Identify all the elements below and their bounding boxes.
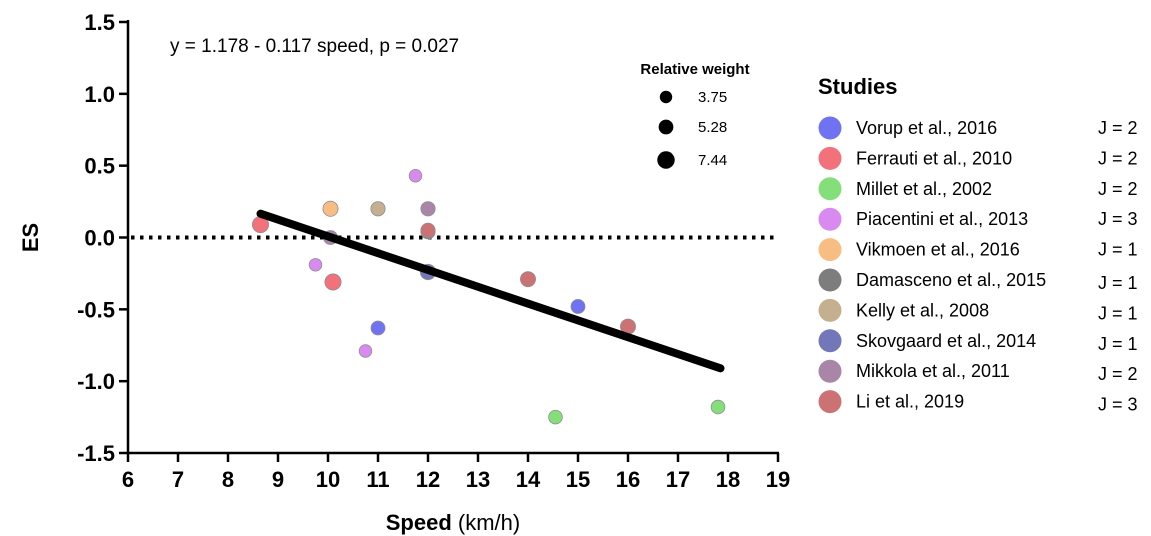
regression-line (256, 209, 725, 373)
legend-marker (818, 390, 842, 414)
data-point (370, 320, 386, 336)
legend-title: Studies (818, 74, 897, 99)
data-point (322, 200, 339, 217)
size-legend-label: 5.28 (698, 119, 727, 136)
size-legend-marker (657, 151, 675, 169)
legend-label: Skovgaard et al., 2014 (856, 331, 1036, 351)
legend-j-count: J = 1 (1098, 303, 1138, 323)
x-tick-label: 17 (666, 467, 690, 492)
legend-j-count: J = 3 (1098, 395, 1138, 415)
x-tick-label: 7 (172, 467, 184, 492)
data-point (548, 409, 563, 425)
legend-j-count: J = 2 (1098, 148, 1138, 168)
data-point (710, 399, 726, 415)
legend-label: Mikkola et al., 2011 (856, 361, 1010, 381)
x-axis-title: Speed (km/h) (386, 510, 520, 535)
legend-j-count: J = 1 (1098, 334, 1138, 354)
y-tick-label: -1.0 (77, 369, 115, 394)
legend-label: Piacentini et al., 2013 (856, 209, 1028, 229)
legend-j-count: J = 1 (1098, 273, 1138, 293)
y-axis-title: ES (18, 223, 43, 252)
size-legend-marker (658, 119, 674, 135)
size-legend-marker (659, 90, 673, 104)
y-tick-label: 1.5 (84, 10, 115, 35)
data-point (408, 169, 423, 183)
x-tick-label: 8 (222, 467, 234, 492)
data-point (358, 344, 373, 358)
legend-marker (818, 329, 842, 353)
y-tick-label: 1.0 (84, 82, 115, 107)
legend-j-count: J = 2 (1098, 179, 1138, 199)
data-point (520, 271, 536, 288)
x-tick-label: 12 (416, 467, 440, 492)
legend-j-count: J = 1 (1098, 240, 1138, 260)
legend-label: Damasceno et al., 2015 (856, 270, 1046, 290)
legend-marker (818, 207, 842, 231)
x-tick-label: 13 (466, 467, 490, 492)
legend-marker (818, 298, 842, 322)
regression-equation: y = 1.178 - 0.117 speed, p = 0.027 (170, 36, 459, 57)
size-legend-label: 3.75 (698, 89, 727, 106)
legend-marker (818, 359, 842, 383)
legend-marker (818, 177, 842, 201)
data-point (324, 273, 342, 291)
x-tick-label: 18 (716, 467, 740, 492)
x-axis-title-unit: (km/h) (452, 510, 520, 535)
size-legend-label: 7.44 (698, 152, 727, 169)
legend-label: Millet et al., 2002 (856, 179, 992, 199)
legend-j-count: J = 3 (1098, 209, 1138, 229)
x-axis-title-name: Speed (386, 510, 452, 535)
x-tick-label: 15 (566, 467, 590, 492)
legend-j-count: J = 2 (1098, 364, 1138, 384)
legend-label: Li et al., 2019 (856, 392, 964, 412)
y-tick-label: -1.5 (77, 441, 115, 466)
y-tick-label: -0.5 (77, 297, 115, 322)
legend-marker (818, 268, 842, 292)
y-tick-label: 0.0 (84, 226, 115, 251)
data-point (420, 201, 436, 217)
data-point (420, 222, 436, 238)
x-tick-label: 16 (616, 467, 640, 492)
legend-label: Vikmoen et al., 2016 (856, 240, 1020, 260)
legend-marker (818, 116, 842, 140)
data-point (370, 201, 386, 217)
x-tick-label: 10 (316, 467, 340, 492)
data-point (308, 258, 323, 272)
x-tick-label: 19 (766, 467, 790, 492)
size-legend-title: Relative weight (640, 61, 749, 78)
legend-marker (818, 146, 842, 170)
data-point (570, 299, 586, 314)
legend-j-count: J = 2 (1098, 118, 1138, 138)
legend-label: Ferrauti et al., 2010 (856, 148, 1012, 168)
legend-label: Kelly et al., 2008 (856, 300, 989, 320)
x-tick-label: 14 (516, 467, 541, 492)
x-tick-label: 11 (366, 467, 389, 492)
legend-marker (818, 238, 842, 262)
y-tick-label: 0.5 (84, 154, 115, 179)
legend-label: Vorup et al., 2016 (856, 118, 997, 138)
x-tick-label: 6 (122, 467, 134, 492)
x-tick-label: 9 (272, 467, 284, 492)
